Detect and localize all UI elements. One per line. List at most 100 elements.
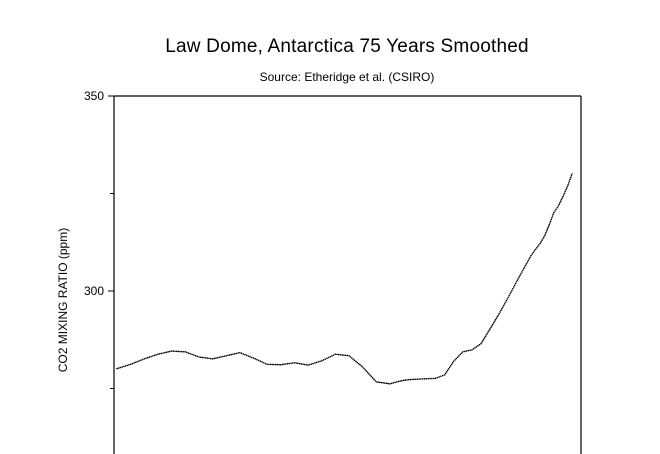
- data-point: [566, 185, 569, 188]
- data-point: [385, 382, 388, 385]
- data-point: [319, 360, 321, 363]
- data-point: [302, 363, 304, 366]
- data-point: [324, 358, 326, 360]
- data-point: [305, 364, 308, 366]
- data-point: [239, 351, 241, 354]
- data-point: [124, 365, 127, 367]
- data-point: [228, 354, 231, 356]
- data-point: [563, 192, 566, 195]
- data-point: [119, 366, 122, 369]
- data-point: [567, 183, 569, 186]
- data-point: [223, 355, 226, 357]
- data-point: [136, 360, 139, 363]
- data-point: [341, 354, 344, 356]
- data-point: [413, 378, 415, 381]
- data-point: [557, 205, 560, 207]
- data-point: [269, 363, 272, 366]
- data-point: [397, 380, 400, 383]
- data-point: [387, 382, 390, 385]
- chart-title: Law Dome, Antarctica 75 Years Smoothed: [165, 36, 529, 57]
- data-point: [392, 382, 395, 384]
- data-point: [233, 352, 236, 355]
- data-point: [500, 309, 502, 312]
- data-point: [534, 248, 537, 251]
- chart-subtitle: Source: Etheridge et al. (CSIRO): [259, 70, 435, 84]
- data-point: [338, 353, 340, 356]
- data-point: [126, 364, 129, 367]
- data-point: [167, 351, 169, 353]
- data-point: [157, 353, 159, 355]
- data-point: [425, 377, 428, 380]
- data-point: [474, 347, 476, 349]
- data-point: [486, 332, 489, 335]
- data-point: [297, 362, 299, 365]
- data-point: [559, 202, 561, 204]
- data-point: [501, 307, 503, 310]
- data-point: [303, 363, 306, 366]
- y-tick-label: 350: [84, 89, 104, 103]
- data-point: [558, 203, 560, 206]
- data-point: [434, 377, 437, 380]
- data-point: [327, 356, 330, 359]
- data-point: [121, 366, 123, 368]
- data-point: [170, 350, 173, 352]
- data-point: [365, 370, 368, 372]
- data-point: [493, 320, 496, 323]
- data-point: [561, 197, 563, 199]
- data-point: [348, 354, 350, 357]
- data-point: [478, 343, 481, 346]
- data-point: [208, 357, 210, 360]
- data-point: [203, 356, 205, 359]
- data-point: [221, 355, 224, 358]
- data-point: [155, 353, 158, 356]
- data-point: [350, 357, 353, 359]
- data-point: [322, 359, 325, 361]
- data-point: [290, 362, 292, 365]
- data-point: [307, 364, 309, 366]
- data-points: [116, 173, 573, 385]
- data-point: [559, 200, 562, 203]
- data-point: [344, 354, 347, 357]
- data-point: [244, 353, 246, 356]
- data-point: [451, 361, 454, 364]
- data-point: [542, 236, 545, 238]
- data-point: [535, 247, 538, 249]
- data-point: [490, 326, 492, 329]
- data-point: [177, 350, 180, 353]
- data-point: [495, 317, 498, 319]
- data-point: [242, 353, 245, 355]
- data-point: [540, 241, 542, 243]
- data-point: [512, 286, 515, 288]
- data-point: [271, 363, 274, 366]
- data-point: [516, 279, 519, 281]
- data-point: [349, 356, 352, 358]
- data-point: [488, 329, 490, 332]
- data-point: [189, 352, 192, 355]
- data-point: [494, 318, 497, 321]
- data-point: [146, 356, 149, 359]
- data-point: [128, 364, 130, 366]
- data-point: [423, 378, 426, 380]
- data-point: [375, 381, 378, 383]
- data-point: [475, 345, 478, 348]
- data-point: [538, 244, 540, 246]
- data-point: [331, 355, 333, 357]
- data-point: [489, 328, 491, 330]
- data-point: [480, 342, 482, 345]
- data-point: [326, 357, 328, 360]
- data-point: [418, 378, 420, 380]
- data-point: [332, 354, 335, 356]
- data-point: [537, 245, 539, 248]
- data-point: [515, 281, 518, 283]
- data-point: [191, 353, 193, 356]
- data-point: [369, 374, 371, 376]
- data-point: [175, 350, 178, 353]
- data-point: [218, 356, 221, 359]
- data-point: [158, 352, 161, 355]
- data-point: [266, 363, 268, 366]
- data-point: [539, 242, 541, 245]
- data-point: [315, 361, 318, 364]
- data-point: [227, 354, 229, 357]
- y-tick-label: 300: [84, 284, 104, 298]
